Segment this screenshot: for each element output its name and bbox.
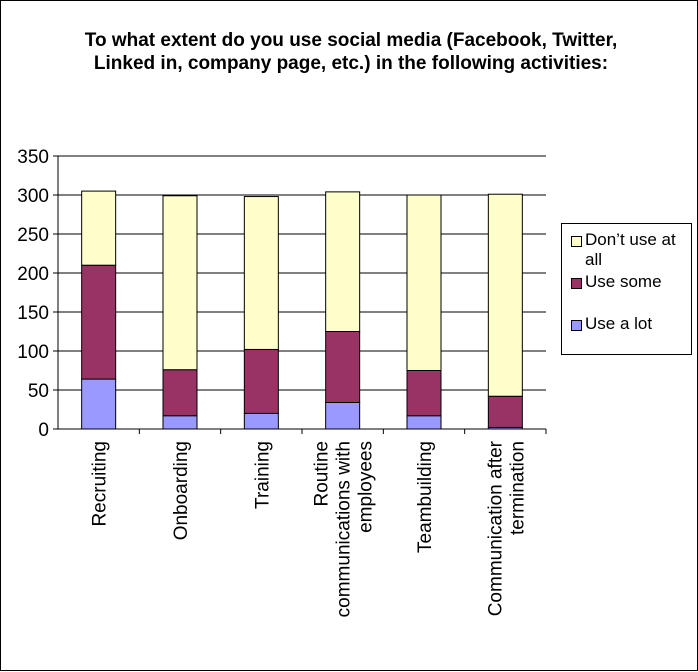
bar-segment xyxy=(243,196,279,350)
x-category-label-line: Training xyxy=(252,441,273,509)
y-tick-label: 100 xyxy=(17,342,49,363)
legend-swatch xyxy=(571,278,582,289)
x-category-label: Communication aftertermination xyxy=(485,440,528,616)
chart-title: To what extent do you use social media (… xyxy=(84,30,618,74)
bar-segment xyxy=(243,412,279,430)
x-category-label: Training xyxy=(252,441,273,509)
bar-segment xyxy=(325,401,361,430)
y-tick-label: 200 xyxy=(17,264,49,285)
x-category-label-line: communications with xyxy=(334,441,355,617)
x-category-label-line: Communication after xyxy=(485,440,506,616)
x-category-label-line: Onboarding xyxy=(171,441,192,540)
x-category-label: Routinecommunications withemployees xyxy=(312,441,377,617)
legend-label: Don’t use at all xyxy=(585,230,676,269)
bar-segment xyxy=(162,369,198,417)
y-tick-label: 250 xyxy=(17,225,49,246)
y-tick-label: 150 xyxy=(17,303,49,324)
x-category-label: Onboarding xyxy=(171,441,192,540)
bar-segment xyxy=(162,195,198,371)
bar-segment xyxy=(81,190,117,266)
x-category-label-line: termination xyxy=(507,441,528,535)
bar-segment xyxy=(81,378,117,430)
y-tick-label: 0 xyxy=(38,420,49,441)
y-tick-label: 350 xyxy=(17,147,49,168)
bar-segment xyxy=(325,191,361,332)
bar-segment xyxy=(487,193,523,397)
legend-label: Use a lot xyxy=(585,314,653,333)
legend-swatch xyxy=(571,236,582,247)
chart-legend: Don’t use at all Use some Use a lot xyxy=(561,223,692,355)
bar-segment xyxy=(325,331,361,403)
bar-segment xyxy=(406,415,442,430)
bar-segment xyxy=(406,370,442,417)
bar-segment xyxy=(81,264,117,380)
x-category-label-line: Teambuilding xyxy=(415,441,436,553)
y-tick-label: 50 xyxy=(28,381,49,402)
x-category-label-line: Routine xyxy=(312,441,333,507)
y-tick-label: 300 xyxy=(17,186,49,207)
x-category-label: Recruiting xyxy=(90,441,111,527)
bar-segment xyxy=(487,395,523,428)
legend-label: Use some xyxy=(585,272,662,291)
x-category-label-line: Recruiting xyxy=(90,441,111,527)
bar-segment xyxy=(162,415,198,430)
legend-swatch xyxy=(571,320,582,331)
bar-segment xyxy=(406,194,442,371)
bar-segment xyxy=(243,348,279,414)
x-category-label-line: employees xyxy=(356,441,377,533)
x-category-label: Teambuilding xyxy=(415,441,436,553)
